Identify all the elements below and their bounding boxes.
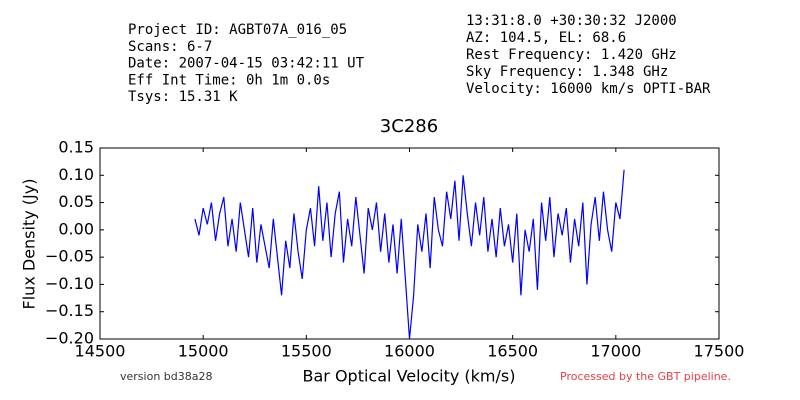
x-tick-label: 16500 [487,342,538,361]
y-tick-label: 0.15 [58,138,94,157]
header-line: Sky Frequency: 1.348 GHz [466,64,668,80]
chart-title: 3C286 [380,116,438,137]
y-tick-label: −0.05 [45,247,94,266]
y-tick-label: −0.10 [45,274,94,293]
header-line: Date: 2007-04-15 03:42:11 UT [128,56,365,72]
header-line: Scans: 6-7 [128,39,212,55]
header-line: Tsys: 15.31 K [128,89,238,105]
x-tick-label: 17000 [590,342,641,361]
y-tick-label: 0.00 [58,219,94,238]
y-tick-label: −0.15 [45,301,94,320]
x-axis-label: Bar Optical Velocity (km/s) [303,367,516,386]
version-note: version bd38a28 [120,370,213,383]
y-tick-label: 0.10 [58,165,94,184]
x-tick-label: 16000 [384,342,435,361]
x-tick-label: 14500 [75,342,126,361]
header-line: 13:31:8.0 +30:30:32 J2000 [466,13,677,29]
header-line: Velocity: 16000 km/s OPTI-BAR [466,81,711,97]
y-tick-label: 0.05 [58,192,94,211]
plot-frame [99,147,720,340]
x-tick-label: 15000 [178,342,229,361]
header-line: Rest Frequency: 1.420 GHz [466,47,677,63]
header-line: AZ: 104.5, EL: 68.6 [466,30,626,46]
y-axis-label: Flux Density (Jy) [20,179,39,310]
y-tick-label: −0.20 [45,329,94,348]
pipeline-note: Processed by the GBT pipeline. [560,370,731,383]
x-tick-label: 15500 [281,342,332,361]
x-tick-label: 17500 [694,342,745,361]
header-line: Project ID: AGBT07A_016_05 [128,22,347,38]
header-line: Eff Int Time: 0h 1m 0.0s [128,72,330,88]
